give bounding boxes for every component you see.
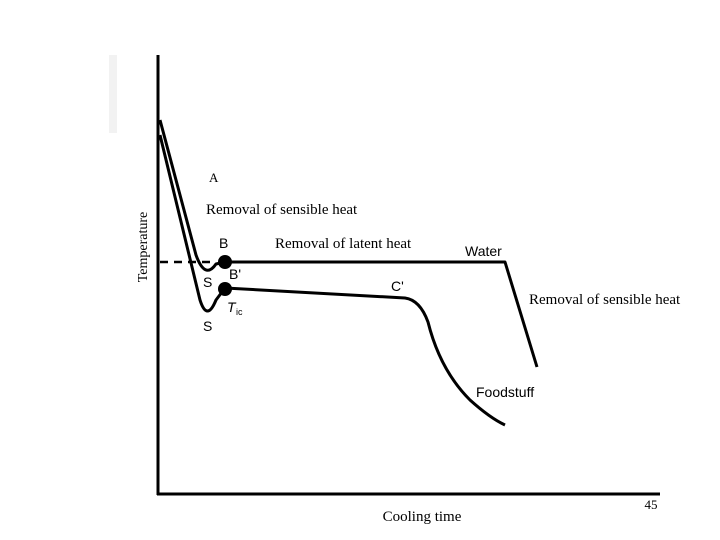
point-b-label: B [219,235,228,251]
slide-number: 45 [645,497,658,512]
annotation-sensible-heat-1: Removal of sensible heat [206,202,358,218]
annotation-latent-heat: Removal of latent heat [275,236,412,252]
point-tic-label: T [227,299,237,315]
annotation-sensible-heat-2: Removal of sensible heat [529,292,681,308]
x-axis-label: Cooling time [383,509,462,525]
series-foodstuff-curve [158,134,506,427]
point-s-food-label: S [203,318,212,334]
y-axis-label: Temperature [136,212,151,283]
point-c-prime-label: C' [391,278,404,294]
series-foodstuff-label: Foodstuff [476,384,534,400]
point-tic-subscript: ic [236,307,243,317]
point-s-water-label: S [203,274,212,290]
point-b-prime-marker [218,282,232,296]
scan-artifact [109,55,117,133]
point-b-prime-label: B' [229,266,241,282]
series-water-label: Water [465,243,502,259]
point-a-label: A [209,170,219,185]
point-b-marker [218,255,232,269]
